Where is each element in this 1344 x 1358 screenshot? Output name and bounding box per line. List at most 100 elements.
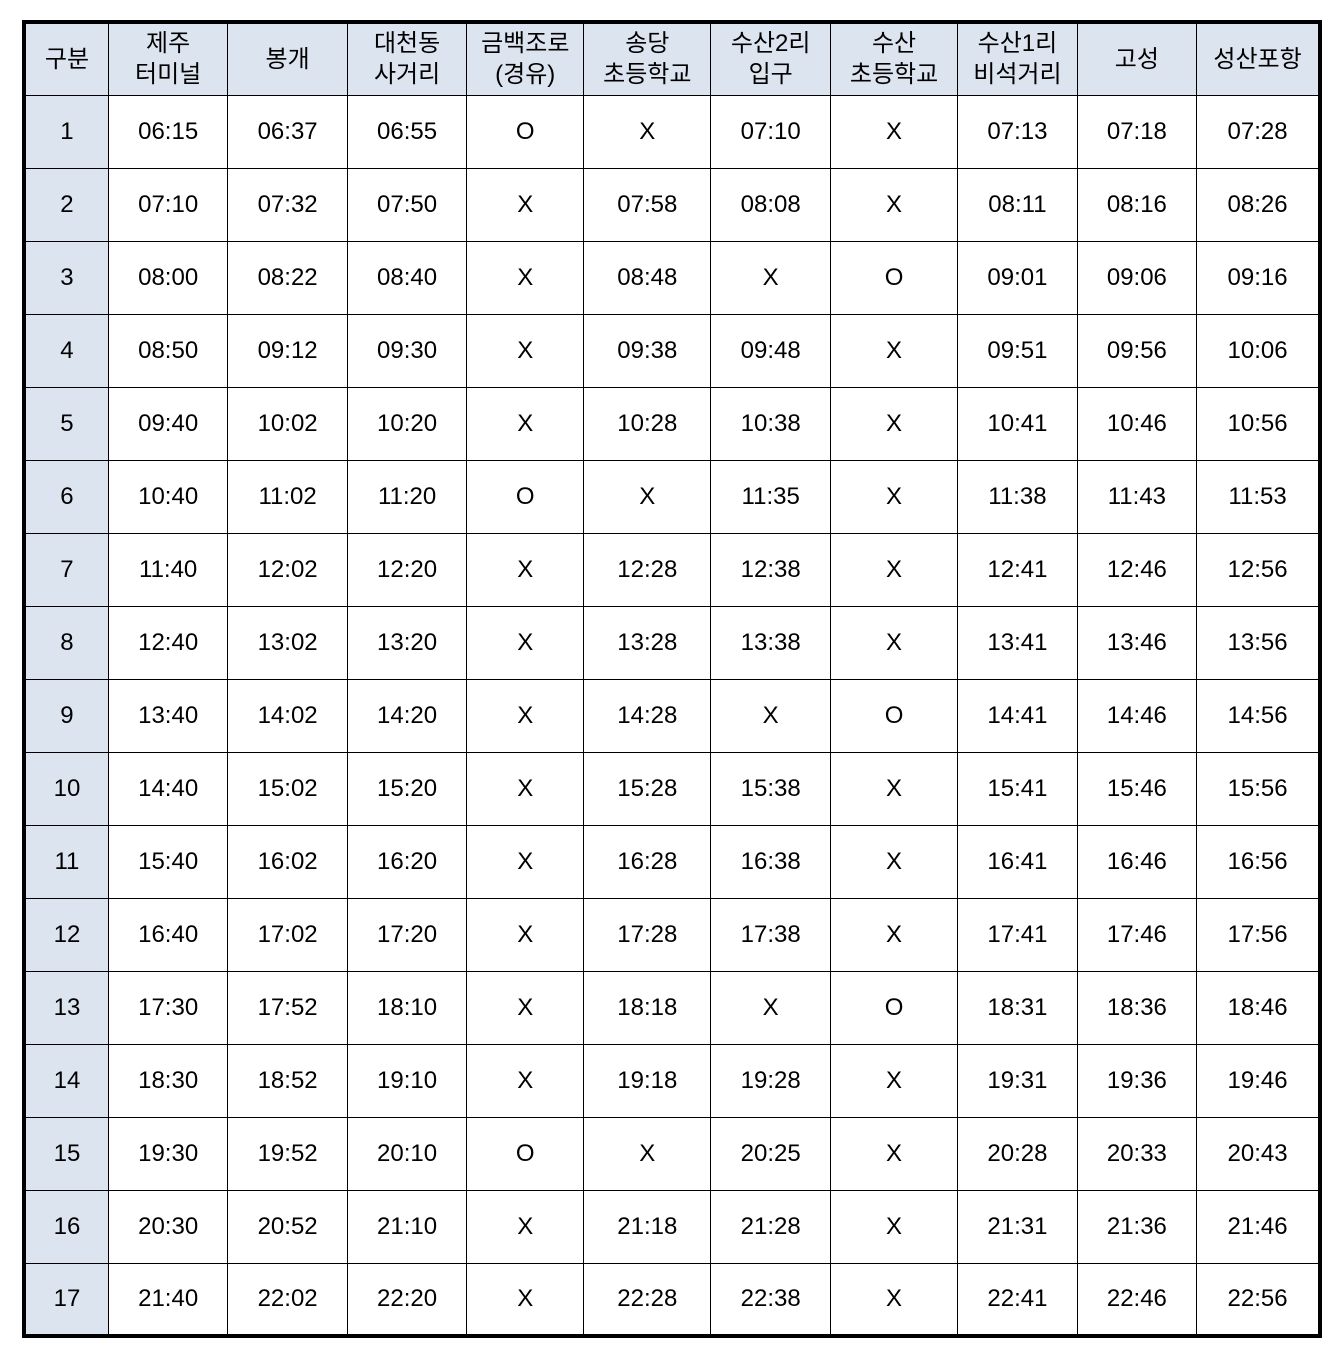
column-header-9: 고성 bbox=[1077, 22, 1196, 95]
time-cell: X bbox=[467, 971, 584, 1044]
time-cell: X bbox=[830, 825, 957, 898]
time-cell: 07:32 bbox=[228, 168, 347, 241]
time-cell: 09:56 bbox=[1077, 314, 1196, 387]
table-row: 308:0008:2208:40X08:48XO09:0109:0609:16 bbox=[24, 241, 1320, 314]
time-cell: X bbox=[830, 314, 957, 387]
time-cell: 16:28 bbox=[584, 825, 711, 898]
time-cell: O bbox=[830, 679, 957, 752]
time-cell: X bbox=[467, 898, 584, 971]
time-cell: X bbox=[830, 752, 957, 825]
time-cell: 18:52 bbox=[228, 1044, 347, 1117]
time-cell: 11:20 bbox=[347, 460, 466, 533]
time-cell: 22:46 bbox=[1077, 1263, 1196, 1336]
time-cell: 19:28 bbox=[711, 1044, 830, 1117]
column-header-0: 구분 bbox=[24, 22, 108, 95]
time-cell: O bbox=[467, 460, 584, 533]
time-cell: 12:28 bbox=[584, 533, 711, 606]
time-cell: 16:40 bbox=[108, 898, 227, 971]
time-cell: 07:18 bbox=[1077, 95, 1196, 168]
column-header-5: 송당초등학교 bbox=[584, 22, 711, 95]
time-cell: 18:30 bbox=[108, 1044, 227, 1117]
time-cell: 13:40 bbox=[108, 679, 227, 752]
time-cell: 17:28 bbox=[584, 898, 711, 971]
row-number: 9 bbox=[24, 679, 108, 752]
time-cell: 14:56 bbox=[1197, 679, 1320, 752]
time-cell: 11:35 bbox=[711, 460, 830, 533]
time-cell: 15:02 bbox=[228, 752, 347, 825]
time-cell: 15:46 bbox=[1077, 752, 1196, 825]
time-cell: X bbox=[467, 241, 584, 314]
time-cell: 17:41 bbox=[958, 898, 1077, 971]
time-cell: 06:37 bbox=[228, 95, 347, 168]
time-cell: 14:28 bbox=[584, 679, 711, 752]
row-number: 16 bbox=[24, 1190, 108, 1263]
time-cell: 13:38 bbox=[711, 606, 830, 679]
time-cell: X bbox=[467, 533, 584, 606]
time-cell: X bbox=[830, 387, 957, 460]
time-cell: 09:16 bbox=[1197, 241, 1320, 314]
time-cell: 21:36 bbox=[1077, 1190, 1196, 1263]
time-cell: X bbox=[830, 606, 957, 679]
time-cell: 16:41 bbox=[958, 825, 1077, 898]
table-row: 1519:3019:5220:10OX20:25X20:2820:3320:43 bbox=[24, 1117, 1320, 1190]
time-cell: X bbox=[467, 679, 584, 752]
time-cell: X bbox=[584, 95, 711, 168]
time-cell: 16:46 bbox=[1077, 825, 1196, 898]
time-cell: 17:52 bbox=[228, 971, 347, 1044]
time-cell: 13:46 bbox=[1077, 606, 1196, 679]
time-cell: X bbox=[830, 898, 957, 971]
time-cell: 20:25 bbox=[711, 1117, 830, 1190]
time-cell: 17:20 bbox=[347, 898, 466, 971]
time-cell: 08:26 bbox=[1197, 168, 1320, 241]
time-cell: 08:40 bbox=[347, 241, 466, 314]
time-cell: X bbox=[467, 387, 584, 460]
time-cell: X bbox=[830, 1263, 957, 1336]
column-header-4: 금백조로(경유) bbox=[467, 22, 584, 95]
time-cell: X bbox=[830, 1117, 957, 1190]
row-number: 4 bbox=[24, 314, 108, 387]
time-cell: 10:56 bbox=[1197, 387, 1320, 460]
row-number: 17 bbox=[24, 1263, 108, 1336]
time-cell: 08:08 bbox=[711, 168, 830, 241]
time-cell: X bbox=[830, 95, 957, 168]
column-header-8: 수산1리비석거리 bbox=[958, 22, 1077, 95]
row-number: 13 bbox=[24, 971, 108, 1044]
table-row: 1620:3020:5221:10X21:1821:28X21:3121:362… bbox=[24, 1190, 1320, 1263]
column-header-6: 수산2리입구 bbox=[711, 22, 830, 95]
time-cell: 07:28 bbox=[1197, 95, 1320, 168]
time-cell: 10:38 bbox=[711, 387, 830, 460]
table-row: 812:4013:0213:20X13:2813:38X13:4113:4613… bbox=[24, 606, 1320, 679]
time-cell: 21:18 bbox=[584, 1190, 711, 1263]
time-cell: 14:41 bbox=[958, 679, 1077, 752]
time-cell: 10:28 bbox=[584, 387, 711, 460]
time-cell: 12:40 bbox=[108, 606, 227, 679]
time-cell: 10:06 bbox=[1197, 314, 1320, 387]
time-cell: 19:18 bbox=[584, 1044, 711, 1117]
time-cell: O bbox=[830, 971, 957, 1044]
row-number: 8 bbox=[24, 606, 108, 679]
time-cell: 08:22 bbox=[228, 241, 347, 314]
time-cell: X bbox=[467, 1044, 584, 1117]
time-cell: 22:02 bbox=[228, 1263, 347, 1336]
time-cell: 07:58 bbox=[584, 168, 711, 241]
time-cell: 07:10 bbox=[108, 168, 227, 241]
time-cell: 20:28 bbox=[958, 1117, 1077, 1190]
column-header-3: 대천동사거리 bbox=[347, 22, 466, 95]
time-cell: 22:56 bbox=[1197, 1263, 1320, 1336]
table-row: 207:1007:3207:50X07:5808:08X08:1108:1608… bbox=[24, 168, 1320, 241]
time-cell: 14:20 bbox=[347, 679, 466, 752]
time-cell: 21:10 bbox=[347, 1190, 466, 1263]
time-cell: 09:38 bbox=[584, 314, 711, 387]
time-cell: 16:38 bbox=[711, 825, 830, 898]
row-number: 15 bbox=[24, 1117, 108, 1190]
time-cell: 22:41 bbox=[958, 1263, 1077, 1336]
time-cell: 15:20 bbox=[347, 752, 466, 825]
time-cell: 11:38 bbox=[958, 460, 1077, 533]
time-cell: 19:30 bbox=[108, 1117, 227, 1190]
time-cell: 10:41 bbox=[958, 387, 1077, 460]
time-cell: 12:02 bbox=[228, 533, 347, 606]
table-row: 1317:3017:5218:10X18:18XO18:3118:3618:46 bbox=[24, 971, 1320, 1044]
time-cell: 19:52 bbox=[228, 1117, 347, 1190]
table-body: 106:1506:3706:55OX07:10X07:1307:1807:282… bbox=[24, 95, 1320, 1336]
time-cell: 20:10 bbox=[347, 1117, 466, 1190]
